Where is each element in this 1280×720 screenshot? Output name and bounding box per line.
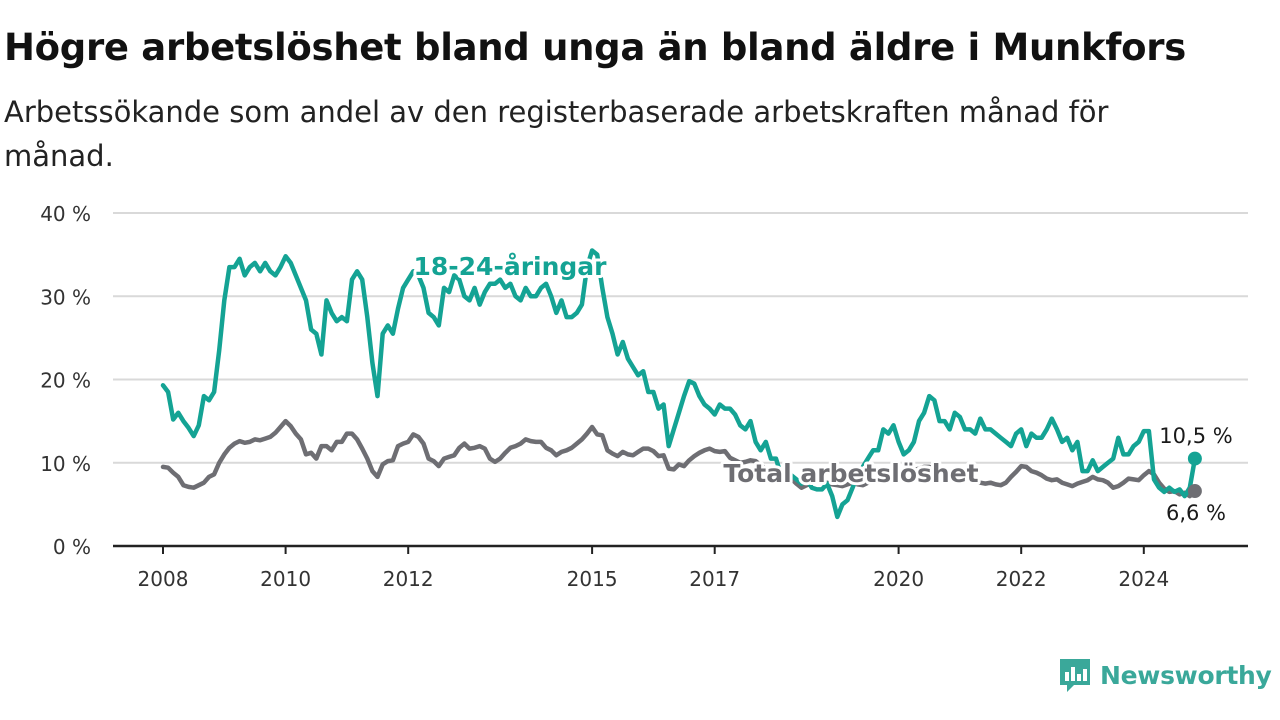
- y-tick-label: 20 %: [40, 369, 91, 393]
- y-axis-ticks: 0 % 10 % 20 % 30 % 40 %: [40, 202, 91, 559]
- x-tick-label: 2012: [383, 567, 434, 591]
- series-line-total: [160, 418, 1198, 499]
- series-labels: 18-24-åringar Total arbetslöshet 10,5 % 6,6…: [411, 249, 1236, 528]
- series-lines: [160, 248, 1202, 520]
- x-tick-label: 2024: [1118, 567, 1169, 591]
- y-tick-label: 0 %: [53, 535, 91, 559]
- series-line-youth: [160, 248, 1198, 520]
- x-tick-label: 2022: [996, 567, 1047, 591]
- y-tick-label: 10 %: [40, 452, 91, 476]
- x-tick-label: 2017: [689, 567, 740, 591]
- brand-logo: Newsworthy: [1058, 655, 1272, 695]
- brand-name: Newsworthy: [1100, 660, 1272, 690]
- x-axis-ticks: 2008 2010 2012 2015 2017 2020 2022 2024: [113, 544, 1248, 591]
- y-tick-label: 30 %: [40, 285, 91, 309]
- chart-subtitle: Arbetssökande som andel av den registerb…: [4, 95, 1109, 173]
- end-label-youth: 10,5 %: [1159, 424, 1232, 448]
- series-endpoint-total: [1187, 484, 1202, 499]
- series-label-total: Total arbetslöshet: [723, 459, 978, 488]
- series-label-youth: 18-24-åringar: [414, 252, 608, 281]
- newsworthy-logo-icon: [1060, 659, 1090, 692]
- x-tick-label: 2010: [260, 567, 311, 591]
- x-tick-label: 2008: [138, 567, 189, 591]
- x-tick-label: 2015: [567, 567, 618, 591]
- end-label-total: 6,6 %: [1166, 501, 1226, 525]
- y-tick-label: 40 %: [40, 202, 91, 226]
- chart-title: Högre arbetslöshet bland unga än bland ä…: [4, 26, 1186, 69]
- x-tick-label: 2020: [873, 567, 924, 591]
- series-endpoint-youth: [1187, 451, 1202, 466]
